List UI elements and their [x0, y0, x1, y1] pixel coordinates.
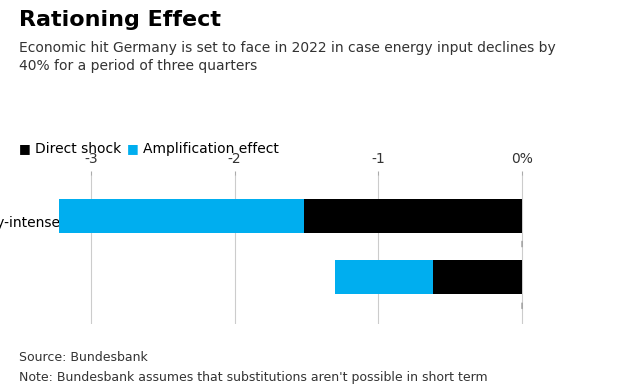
Bar: [433, 261, 522, 294]
Text: Note: Bundesbank assumes that substitutions aren't possible in short term: Note: Bundesbank assumes that substituti…: [19, 370, 488, 383]
Text: Rationing Effect: Rationing Effect: [19, 10, 221, 30]
Bar: [59, 199, 304, 232]
Text: Economic hit Germany is set to face in 2022 in case energy input declines by
40%: Economic hit Germany is set to face in 2…: [19, 41, 556, 73]
Bar: [335, 261, 433, 294]
Text: ■: ■: [127, 142, 139, 155]
Text: Amplification effect: Amplification effect: [143, 142, 278, 156]
Text: Direct shock: Direct shock: [35, 142, 121, 156]
Text: Source: Bundesbank: Source: Bundesbank: [19, 351, 148, 364]
Text: ■: ■: [19, 142, 31, 155]
Bar: [304, 199, 522, 232]
